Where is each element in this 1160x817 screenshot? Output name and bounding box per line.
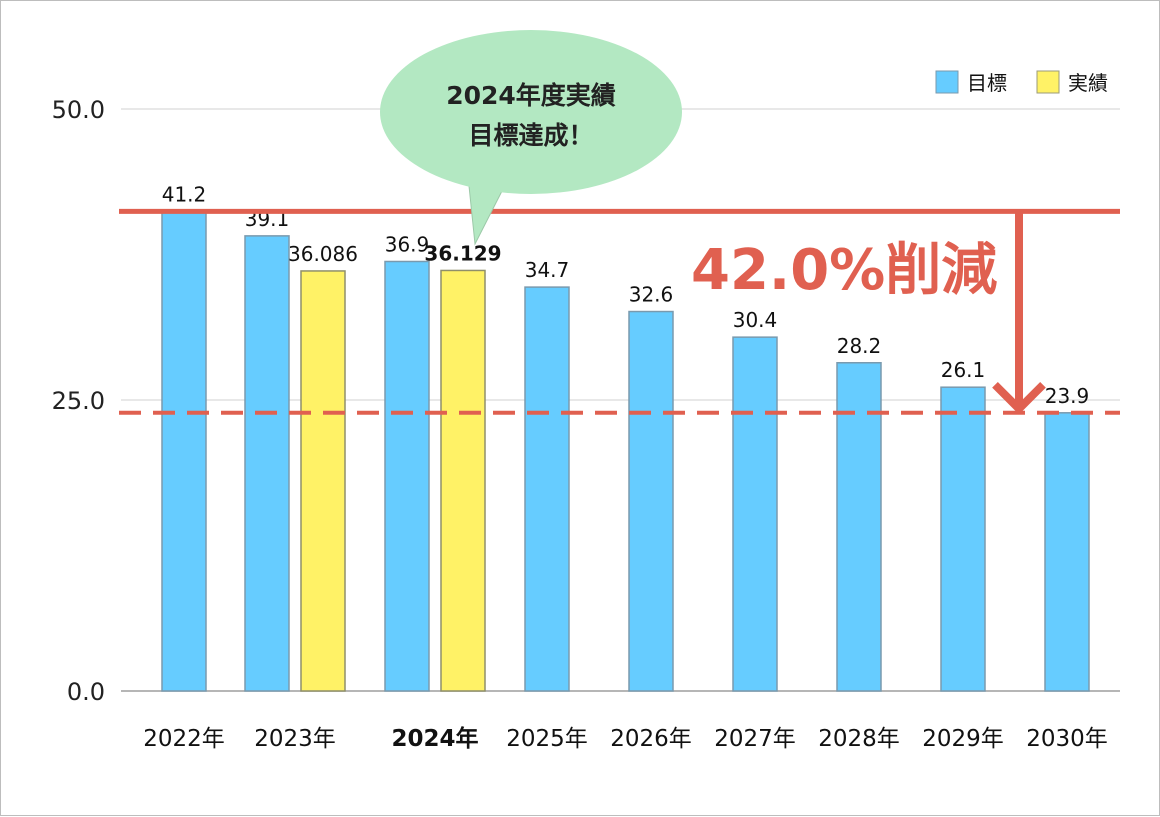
bars [161, 210, 1090, 692]
y-tick-label: 50.0 [52, 96, 105, 124]
callout-line2: 目標達成！ [468, 121, 593, 150]
bar-actual [300, 270, 346, 692]
bar-actual-value-label: 36.129 [424, 241, 501, 265]
legend: 目標 実績 [935, 70, 1108, 95]
x-tick-label: 2028年 [818, 726, 900, 752]
x-tick-label: 2029年 [922, 726, 1004, 752]
bar-target [940, 386, 986, 692]
bar-target [628, 310, 674, 692]
x-tick-label: 2025年 [506, 726, 588, 752]
bar-actual [440, 269, 486, 692]
bar-target-value-label: 34.7 [525, 258, 570, 282]
achievement-callout: 2024年度実績 目標達成！ [380, 30, 682, 246]
x-tick-label: 2027年 [714, 726, 796, 752]
x-axis-labels: 2022年 2023年 2024年 2025年 2026年 2027年 2028年 2029年… [143, 725, 1108, 752]
bar-target-value-label: 41.2 [162, 182, 207, 206]
y-tick-label: 25.0 [52, 387, 105, 415]
bar-target [524, 286, 570, 692]
x-tick-label: 2026年 [610, 726, 692, 752]
bar-target-value-label: 28.2 [837, 334, 882, 358]
bar-target [836, 362, 882, 692]
bar-target-value-label: 23.9 [1045, 384, 1090, 408]
bar-target [161, 210, 207, 692]
y-tick-label: 0.0 [67, 678, 105, 706]
legend-label-target: 目標 [967, 71, 1007, 95]
bar-target-value-label: 26.1 [941, 358, 986, 382]
bar-target-value-label: 30.4 [733, 308, 778, 332]
bar-target [384, 260, 430, 692]
x-tick-label: 2022年 [143, 726, 225, 752]
callout-tail [468, 185, 504, 246]
reduction-arrow [992, 209, 1046, 415]
callout-bubble [380, 30, 682, 194]
legend-label-actual: 実績 [1068, 71, 1108, 95]
bar-target [1044, 412, 1090, 692]
reduction-label: 42.0%削減 [691, 238, 997, 303]
legend-swatch-target [935, 70, 959, 94]
callout-line1: 2024年度実績 [446, 81, 616, 110]
x-tick-label: 2030年 [1026, 726, 1108, 752]
x-tick-label: 2024年 [391, 725, 478, 752]
bar-target-value-label: 32.6 [629, 283, 674, 307]
bar-target-value-label: 36.9 [385, 232, 430, 256]
x-tick-label: 2023年 [254, 726, 336, 752]
value-labels: 41.239.136.086 36.936.12934.732.630.428.2… [162, 182, 1090, 407]
legend-swatch-actual [1036, 70, 1060, 94]
bar-actual-value-label: 36.086 [288, 242, 358, 266]
bar-target [244, 235, 290, 692]
y-axis-ticks: 0.0 25.0 50.0 [52, 96, 105, 706]
bar-target [732, 336, 778, 692]
